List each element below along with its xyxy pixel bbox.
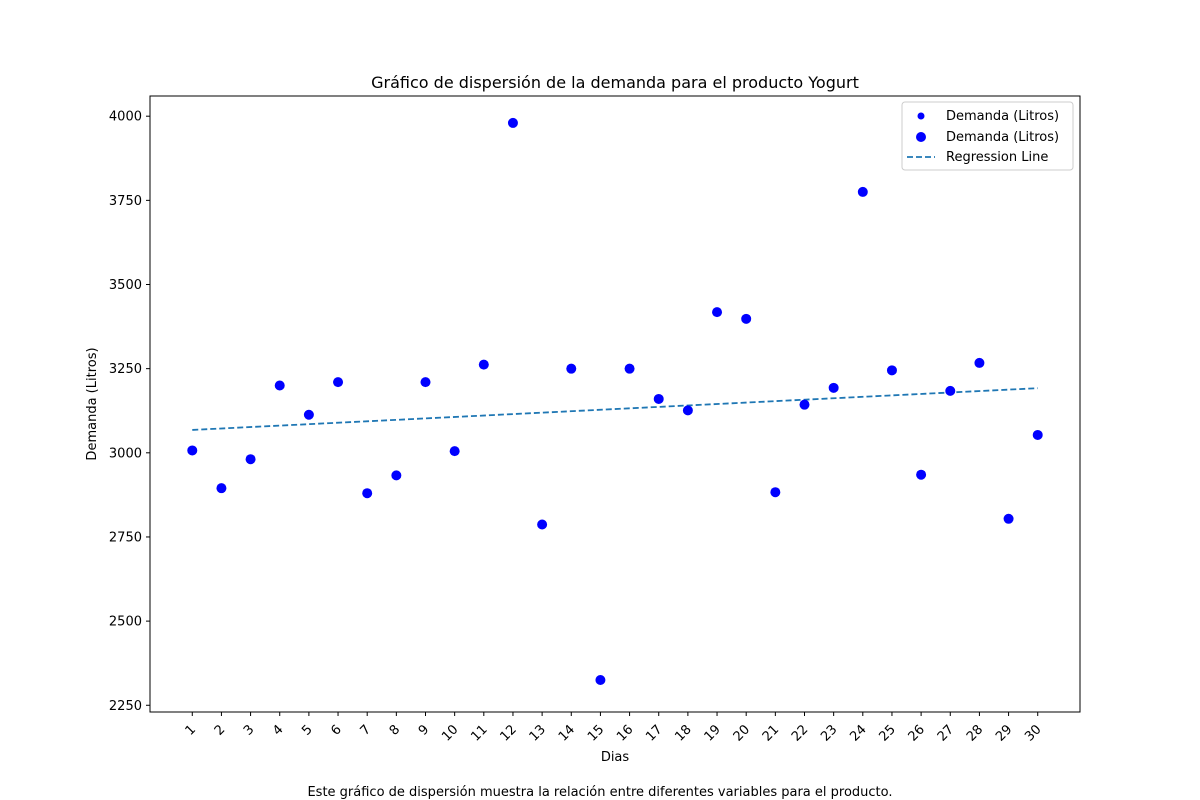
x-tick-label: 20: [731, 722, 753, 744]
data-point: [333, 377, 344, 388]
x-tick-label: 28: [964, 722, 986, 744]
data-point: [187, 445, 198, 456]
x-tick-label: 14: [556, 722, 578, 744]
regression-line: [192, 387, 1038, 431]
x-tick-label: 19: [702, 722, 724, 744]
legend-box: [901, 101, 1074, 171]
data-point: [566, 363, 577, 374]
legend-label-3: Regression Line: [946, 150, 1048, 165]
x-tick-label: 16: [614, 722, 636, 744]
x-tick-label: 9: [416, 722, 432, 738]
y-tick-label: 2250: [109, 699, 142, 714]
x-tick-label: 3: [241, 722, 257, 738]
x-tick-label: 22: [789, 722, 811, 744]
data-point: [274, 380, 285, 391]
data-points: [187, 117, 1043, 686]
legend-marker-small: [917, 112, 925, 120]
x-tick-label: 2: [212, 722, 228, 738]
plot-area: [149, 95, 1081, 713]
data-point: [974, 357, 985, 368]
data-point: [741, 313, 752, 324]
x-tick-label: 4: [270, 722, 286, 738]
x-tick-label: 8: [387, 722, 403, 738]
data-point: [507, 117, 518, 128]
data-point: [216, 483, 227, 494]
x-tick-label: 6: [328, 722, 344, 738]
data-point: [682, 405, 693, 416]
data-point: [886, 365, 897, 376]
x-tick-label: 5: [299, 722, 315, 738]
legend: Demanda (Litros) Demanda (Litros) Regres…: [901, 101, 1074, 171]
data-point: [420, 377, 431, 388]
data-point: [245, 454, 256, 465]
data-point: [712, 307, 723, 318]
y-axis-label: Demanda (Litros): [85, 347, 100, 460]
x-tick-label: 18: [672, 722, 694, 744]
x-tick-label: 15: [585, 722, 607, 744]
x-tick-label: 29: [993, 722, 1015, 744]
data-point: [1003, 513, 1014, 524]
x-tick-label: 11: [468, 722, 490, 744]
data-point: [478, 359, 489, 370]
x-axis-label: Dias: [601, 750, 630, 765]
data-point: [362, 488, 373, 499]
data-point: [1032, 429, 1043, 440]
x-tick-label: 13: [527, 722, 549, 744]
y-tick-label: 2750: [109, 530, 142, 545]
legend-label-1: Demanda (Litros): [946, 109, 1059, 124]
x-tick-label: 24: [847, 722, 869, 744]
x-tick-label: 7: [358, 722, 374, 738]
data-point: [828, 382, 839, 393]
x-tick-label: 21: [760, 722, 782, 744]
y-tick-label: 4000: [109, 110, 142, 125]
x-tick-label: 23: [818, 722, 840, 744]
y-tick-label: 3000: [109, 446, 142, 461]
data-point: [537, 519, 548, 530]
legend-label-2: Demanda (Litros): [946, 130, 1059, 145]
data-point: [799, 399, 810, 410]
x-axis-ticks: 1 2 3 4 5 6 7 8 9 10 11 12 13 14 15 16 17 18 19 20 21 22 23 24 2…: [183, 712, 1045, 745]
chart-title: Gráfico de dispersión de la demanda para…: [371, 73, 859, 92]
data-point: [391, 470, 402, 481]
data-point: [653, 393, 664, 404]
y-axis-ticks: 2250 2500 2750 3000 3250 3500 3750 4000: [109, 110, 150, 714]
x-tick-label: 30: [1022, 722, 1044, 744]
x-tick-label: 17: [643, 722, 665, 744]
x-tick-label: 25: [876, 722, 898, 744]
data-point: [770, 487, 781, 498]
chart-caption: Este gráfico de dispersión muestra la re…: [307, 785, 892, 800]
data-point: [857, 186, 868, 197]
x-tick-label: 10: [439, 722, 461, 744]
x-tick-label: 26: [906, 722, 928, 744]
y-tick-label: 3250: [109, 362, 142, 377]
data-point: [303, 409, 314, 420]
y-tick-label: 3500: [109, 278, 142, 293]
x-tick-label: 12: [497, 722, 519, 744]
x-tick-label: 27: [935, 722, 957, 744]
data-point: [945, 385, 956, 396]
data-point: [595, 675, 606, 686]
x-tick-label: 1: [183, 722, 199, 738]
data-point: [624, 363, 635, 374]
data-point: [449, 446, 460, 457]
data-point: [916, 469, 927, 480]
y-tick-label: 2500: [109, 615, 142, 630]
y-tick-label: 3750: [109, 194, 142, 209]
legend-marker-large: [916, 132, 926, 142]
